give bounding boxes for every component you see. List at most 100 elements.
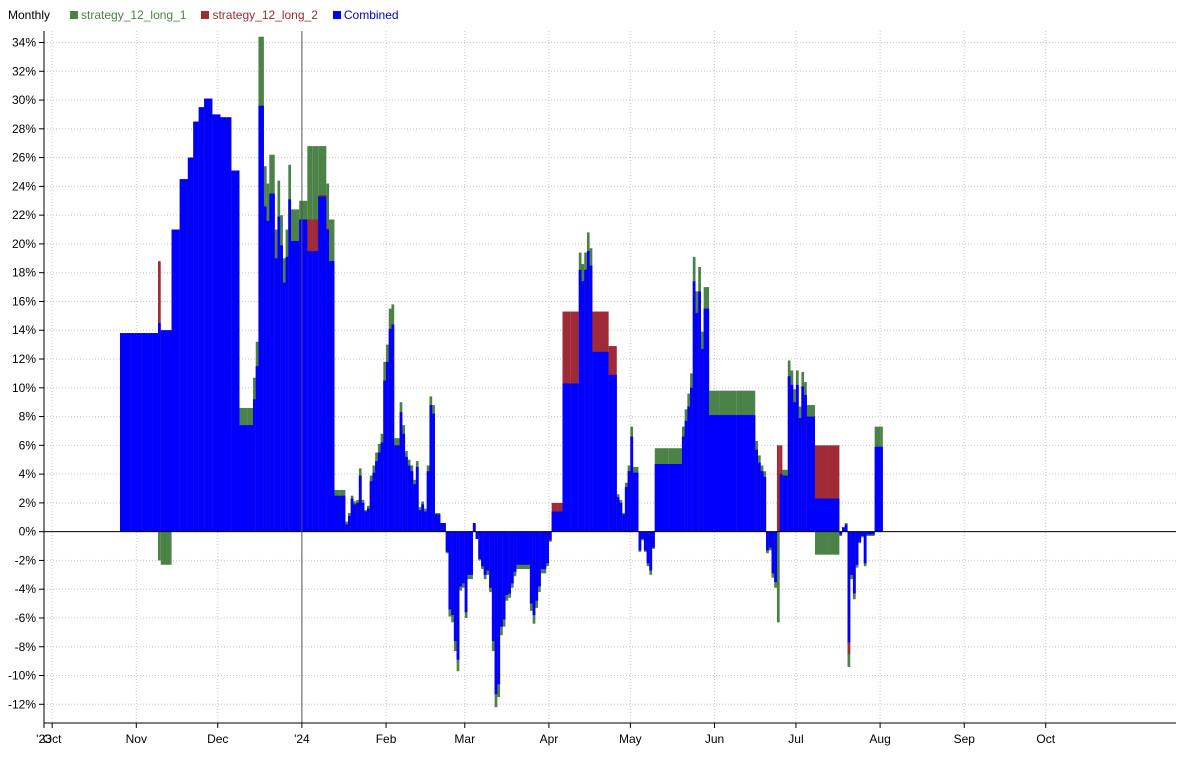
- bar-combined: [481, 531, 484, 567]
- bar-combined: [193, 121, 199, 532]
- bar-combined: [508, 531, 511, 594]
- y-tick-label: 10%: [12, 381, 36, 395]
- bar-combined: [760, 471, 764, 532]
- legend-swatch-combined: [332, 11, 341, 19]
- x-tick-label: Mar: [454, 732, 475, 746]
- y-tick-label: -2%: [15, 553, 37, 567]
- x-tick-label: Feb: [376, 732, 397, 746]
- bar-combined: [814, 498, 829, 532]
- bar-combined: [871, 531, 875, 535]
- bar-combined: [388, 328, 392, 532]
- bar-combined: [641, 531, 644, 539]
- bar-combined: [524, 531, 530, 565]
- bar-combined: [608, 374, 617, 532]
- bar-combined: [787, 376, 791, 532]
- bar-combined: [538, 531, 541, 587]
- bar-combined: [334, 495, 340, 532]
- bar-combined: [274, 258, 278, 532]
- legend-item-combined[interactable]: Combined: [332, 8, 399, 22]
- bar-combined: [828, 498, 840, 532]
- x-tick-label: Oct: [1036, 732, 1055, 746]
- bar-combined: [415, 466, 419, 532]
- bar-combined: [434, 514, 441, 532]
- legend-item-strategy-2[interactable]: strategy_12_long_2: [201, 8, 318, 22]
- bar-combined: [421, 504, 425, 532]
- bar-combined: [478, 531, 482, 559]
- bar-combined: [736, 415, 756, 532]
- bar-combined: [399, 412, 403, 532]
- y-tick-label: -6%: [15, 611, 37, 625]
- bar-combined: [445, 531, 449, 552]
- bar-combined: [497, 531, 501, 685]
- y-tick-label: 8%: [19, 410, 37, 424]
- x-tick-label: Apr: [540, 732, 559, 746]
- bar-combined: [698, 291, 701, 532]
- y-tick-label: 20%: [12, 237, 36, 251]
- bar-combined: [312, 251, 319, 532]
- bar-combined: [863, 531, 867, 564]
- bar-combined: [681, 436, 685, 532]
- bar-combined: [464, 531, 468, 613]
- bar-combined: [757, 462, 761, 532]
- bar-combined: [418, 510, 422, 532]
- x-tick-label: May: [619, 732, 642, 746]
- bar-combined: [282, 282, 286, 532]
- bar-combined: [198, 107, 205, 532]
- bar-combined: [426, 471, 430, 532]
- y-tick-label: 0%: [19, 525, 37, 539]
- bar-combined: [402, 433, 406, 532]
- bar-combined: [269, 193, 275, 532]
- bar-combined: [204, 98, 213, 532]
- y-tick-label: -8%: [15, 640, 37, 654]
- bar-combined: [329, 261, 335, 532]
- bar-combined: [348, 515, 351, 532]
- bar-combined: [557, 511, 563, 532]
- bar-combined: [391, 324, 395, 532]
- legend-label-strategy-2: strategy_12_long_2: [212, 8, 318, 22]
- bar-combined: [806, 416, 815, 532]
- legend-item-strategy-1[interactable]: strategy_12_long_1: [70, 8, 186, 22]
- bar-combined: [258, 105, 264, 532]
- x-tick-label: Jul: [788, 732, 803, 746]
- bar-combined: [120, 333, 131, 532]
- bar-combined: [584, 269, 587, 532]
- bar-combined: [684, 420, 688, 532]
- bar-combined: [801, 386, 805, 532]
- bar-combined: [880, 446, 883, 532]
- bar-combined: [638, 531, 642, 551]
- bar-combined: [847, 531, 851, 643]
- bar-combined: [852, 531, 856, 594]
- bar-combined: [429, 405, 433, 532]
- bar-combined: [448, 531, 452, 610]
- x-tick-label: Jun: [705, 732, 724, 746]
- bar-combined: [779, 474, 783, 532]
- legend-swatch-strategy-2: [201, 11, 210, 19]
- bar-combined: [766, 531, 769, 551]
- bar-strategy_12_long_1: [158, 531, 161, 561]
- legend-swatch-strategy-1: [70, 11, 79, 19]
- y-tick-label: 16%: [12, 294, 36, 308]
- y-tick-label: 2%: [19, 496, 37, 510]
- bar-combined: [844, 524, 848, 532]
- bar-combined: [700, 348, 704, 532]
- bar-combined: [855, 531, 859, 565]
- bar-combined: [239, 425, 248, 532]
- bar-strategy_12_long_2: [776, 445, 780, 532]
- bar-combined: [798, 418, 802, 532]
- legend: Monthly strategy_12_long_1 strategy_12_l…: [8, 8, 414, 22]
- y-tick-label: -4%: [15, 582, 37, 596]
- bar-combined: [489, 531, 492, 588]
- bar-combined: [231, 170, 240, 532]
- bar-combined: [581, 281, 585, 532]
- bar-strategy_12_long_1: [814, 531, 829, 555]
- bar-combined: [709, 415, 720, 532]
- bar-combined: [668, 464, 682, 532]
- bar-combined: [350, 498, 354, 532]
- bar-combined: [263, 206, 267, 532]
- y-tick-label: 26%: [12, 151, 36, 165]
- bar-combined: [130, 333, 142, 532]
- bar-combined: [453, 531, 457, 641]
- y-tick-label: 22%: [12, 208, 36, 222]
- bar-combined: [529, 531, 533, 604]
